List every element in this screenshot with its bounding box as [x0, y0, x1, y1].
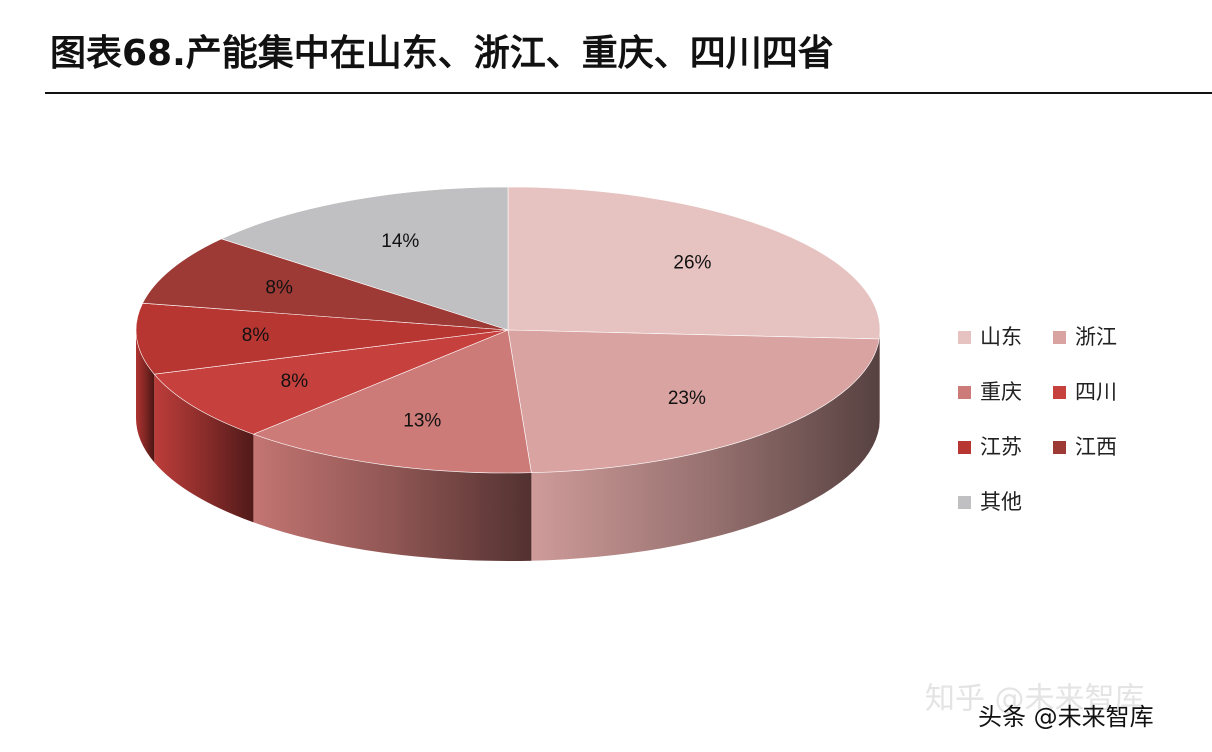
data-label: 23%	[668, 388, 706, 409]
side-shade	[253, 434, 532, 562]
chart-title: 图表68.产能集中在山东、浙江、重庆、四川四省	[50, 33, 834, 74]
legend-label: 四川	[1075, 380, 1117, 404]
data-label: 8%	[242, 325, 270, 346]
side-shade	[154, 374, 254, 523]
slice	[507, 329, 880, 474]
legend-swatch	[1053, 331, 1066, 344]
legend-swatch	[1053, 441, 1066, 454]
data-label: 8%	[281, 371, 309, 392]
legend-swatch	[958, 331, 971, 344]
slice	[507, 186, 881, 340]
slice	[252, 329, 532, 474]
watermark: 头条 @未来智库	[978, 703, 1154, 731]
legend-swatch	[1053, 386, 1066, 399]
watermark: 知乎 @未来智库	[925, 682, 1145, 717]
data-label: 8%	[265, 278, 293, 299]
pie: 26% 23% 13% 8% 8% 8% 14%	[135, 186, 881, 562]
data-label: 14%	[381, 231, 419, 252]
slice	[153, 329, 509, 435]
data-label: 26%	[673, 252, 711, 273]
legend-label: 山东	[980, 325, 1022, 349]
slice	[220, 186, 509, 331]
slice	[135, 302, 509, 375]
legend-label: 江苏	[980, 435, 1022, 459]
legend-label: 浙江	[1075, 325, 1117, 349]
legend-swatch	[958, 496, 971, 509]
side-shade	[136, 330, 155, 463]
side-shade	[879, 330, 880, 427]
data-label: 13%	[403, 411, 441, 432]
legend-label: 江西	[1075, 435, 1117, 459]
legend-label: 其他	[980, 490, 1022, 514]
legend-swatch	[958, 441, 971, 454]
legend-label: 重庆	[980, 380, 1022, 404]
side-shade	[531, 338, 880, 561]
slice	[142, 238, 509, 331]
legend-swatch	[958, 386, 971, 399]
